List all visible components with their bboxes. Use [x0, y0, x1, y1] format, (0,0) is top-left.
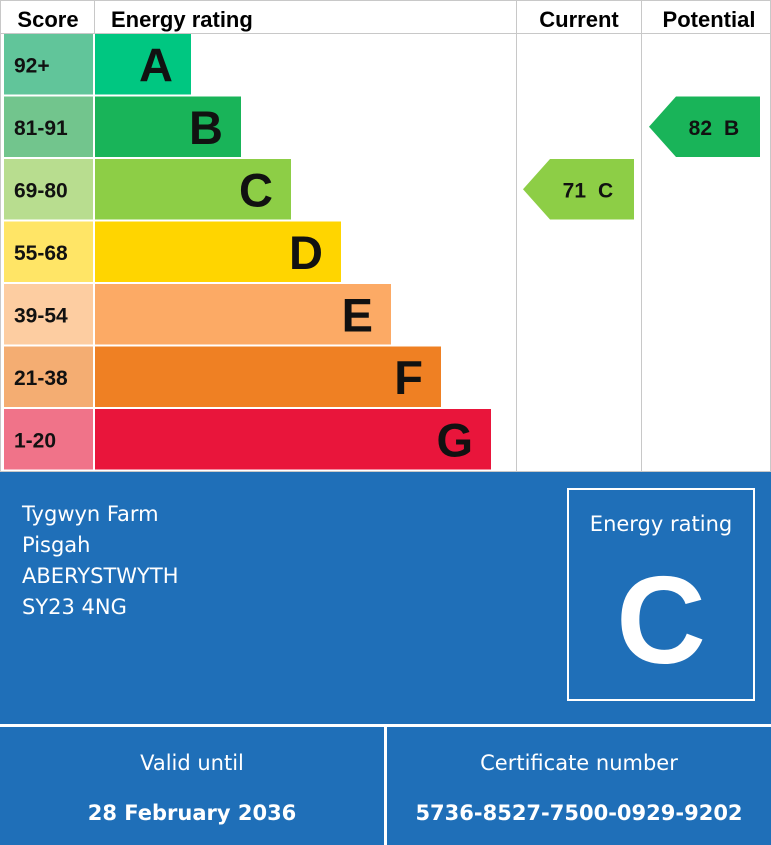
rating-bands: 92+ A 81-91 B 69-80 C 55-68 D 39-54 E 21-38 F 1-20 G: [4, 34, 491, 470]
energy-rating-chart: Score Energy rating Current Potential 92…: [0, 0, 771, 472]
score-range-c: 69-80: [14, 179, 68, 202]
energy-rating-box-letter: C: [616, 552, 706, 690]
current-rating-value: 71: [563, 179, 587, 202]
certificate-number-value: 5736-8527-7500-0929-9202: [415, 801, 743, 825]
potential-rating-value: 82: [689, 117, 712, 140]
band-bar-g: [95, 409, 491, 470]
current-rating-band: C: [598, 179, 613, 202]
band-letter-g: G: [436, 413, 473, 466]
column-header-current: Current: [539, 7, 619, 32]
score-cell-d: [4, 221, 93, 282]
score-cell-f: [4, 346, 93, 407]
column-header-score: Score: [17, 7, 78, 32]
current-rating-arrow: [523, 159, 634, 220]
rating-markers: 71 C 82 B: [523, 96, 760, 220]
address-panel: Tygwyn Farm Pisgah ABERYSTWYTH SY23 4NG …: [0, 472, 771, 724]
valid-until-panel: Valid until 28 February 2036: [0, 727, 384, 845]
energy-rating-box: Energy rating C: [567, 488, 755, 701]
score-range-d: 55-68: [14, 242, 68, 265]
score-range-a: 92+: [14, 54, 50, 77]
column-header-energy-rating: Energy rating: [111, 7, 253, 32]
band-letter-d: D: [289, 226, 323, 279]
address-line-1: Tygwyn Farm: [22, 502, 159, 526]
band-bar-d: [95, 221, 341, 282]
score-cell-g: [4, 409, 93, 470]
band-letter-f: F: [394, 351, 423, 404]
score-range-f: 21-38: [14, 367, 68, 390]
score-range-g: 1-20: [14, 429, 56, 452]
band-letter-a: A: [139, 38, 173, 91]
valid-until-label: Valid until: [140, 751, 244, 775]
band-letter-e: E: [342, 288, 373, 341]
column-header-potential: Potential: [663, 7, 756, 32]
certificate-number-label: Certificate number: [480, 751, 678, 775]
potential-rating-band: B: [724, 117, 739, 140]
band-bar-a: [95, 34, 191, 95]
band-bar-f: [95, 346, 441, 407]
score-cell-b: [4, 96, 93, 157]
score-cell-e: [4, 284, 93, 345]
certificate-panel: Certificate number 5736-8527-7500-0929-9…: [387, 727, 771, 845]
valid-until-date: 28 February 2036: [87, 801, 297, 825]
energy-rating-box-label: Energy rating: [589, 512, 733, 536]
potential-rating-arrow: [649, 96, 760, 157]
band-letter-b: B: [189, 101, 223, 154]
score-range-b: 81-91: [14, 117, 68, 140]
band-bar-b: [95, 96, 241, 157]
score-cell-c: [4, 159, 93, 220]
address-line-4: SY23 4NG: [22, 595, 127, 619]
band-letter-c: C: [239, 163, 273, 216]
score-cell-a: [4, 34, 93, 95]
address-line-3: ABERYSTWYTH: [22, 564, 179, 588]
band-bar-e: [95, 284, 391, 345]
score-range-e: 39-54: [14, 304, 68, 327]
address-line-2: Pisgah: [22, 533, 91, 557]
band-bar-c: [95, 159, 291, 220]
